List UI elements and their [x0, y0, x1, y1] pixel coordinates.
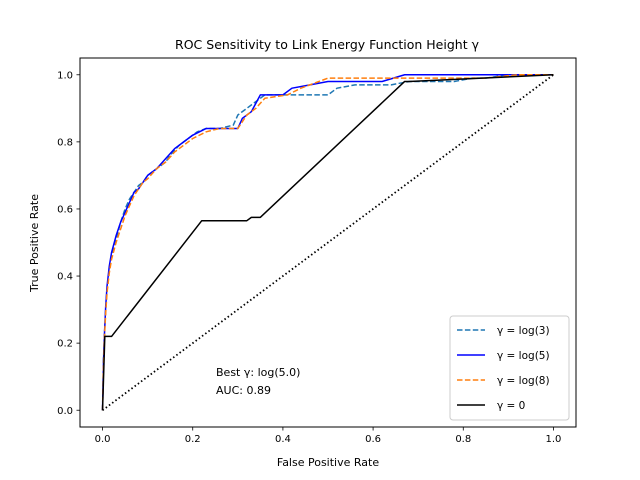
x-axis-label: False Positive Rate: [277, 456, 379, 469]
x-tick-label: 0.4: [275, 434, 291, 445]
x-tick-label: 0.8: [455, 434, 471, 445]
x-tick-label: 0.6: [365, 434, 381, 445]
x-axis-ticks: 0.0 0.2 0.4 0.6 0.8 1.0: [95, 427, 562, 445]
legend-label: γ = log(3): [497, 325, 550, 337]
plot-lines: [101, 74, 554, 411]
annotation-box: Best γ: log(5.0) AUC: 0.89: [216, 366, 300, 397]
legend-label: γ = log(8): [497, 375, 550, 387]
legend-label: γ = 0: [497, 400, 525, 412]
annotation-auc: AUC: 0.89: [216, 384, 271, 397]
plot-frame: [79, 57, 577, 428]
series-line-2: [101, 74, 554, 411]
chart-title: ROC Sensitivity to Link Energy Function …: [175, 37, 480, 52]
y-tick-label: 1.0: [57, 70, 73, 81]
y-tick-label: 0.8: [57, 137, 73, 148]
annotation-best-gamma: Best γ: log(5.0): [216, 366, 300, 379]
chance-diagonal-line: [102, 74, 554, 411]
y-tick-label: 0.6: [57, 205, 73, 216]
x-tick-label: 1.0: [546, 434, 562, 445]
y-tick-label: 0.2: [57, 339, 73, 350]
legend-label: γ = log(5): [497, 350, 550, 362]
y-tick-label: 0.0: [57, 406, 73, 417]
x-tick-label: 0.0: [95, 434, 111, 445]
y-tick-label: 0.4: [57, 272, 73, 283]
y-axis-label: True Positive Rate: [28, 194, 41, 293]
x-tick-label: 0.2: [185, 434, 201, 445]
y-axis-ticks: 0.0 0.2 0.4 0.6 0.8 1.0: [57, 70, 80, 417]
legend: γ = log(3) γ = log(5) γ = log(8) γ = 0: [449, 315, 570, 421]
series-line-1: [101, 74, 554, 411]
legend-frame: [449, 315, 570, 421]
series-line-3: [101, 74, 554, 411]
